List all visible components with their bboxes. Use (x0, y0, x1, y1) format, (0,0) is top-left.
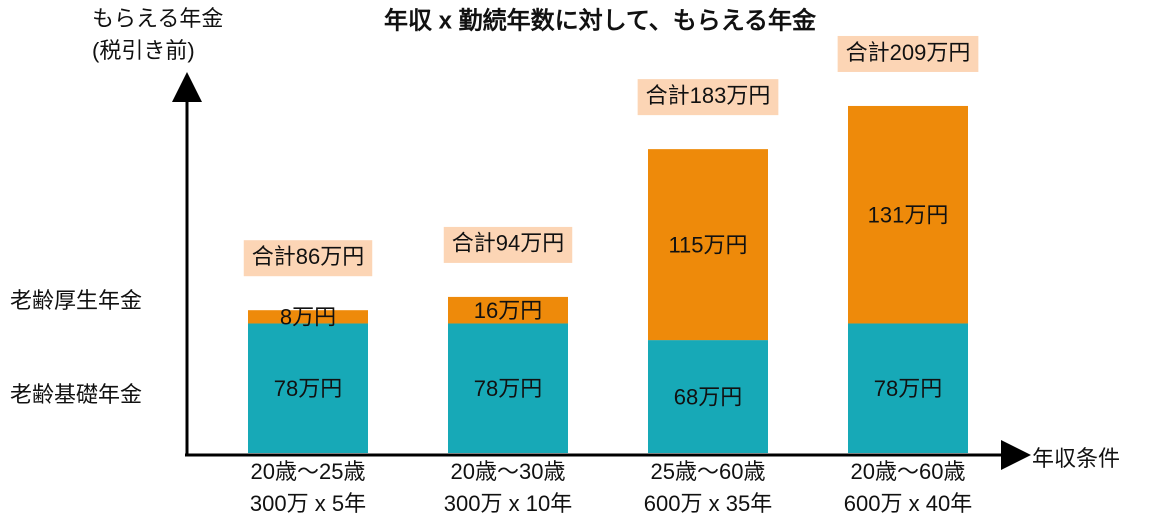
data-label: 131万円 (868, 203, 949, 228)
x-axis-label: 年収条件 (1032, 446, 1120, 471)
total-label: 合計86万円 (252, 244, 364, 269)
data-label: 68万円 (674, 384, 742, 409)
data-label: 8万円 (280, 305, 336, 330)
bar-segment (448, 323, 568, 453)
total-label-box (243, 240, 373, 277)
x-tick-label: 300万 x 10年 (444, 491, 572, 516)
total-label: 合計209万円 (846, 40, 971, 65)
bar-segment (448, 296, 568, 324)
total-label-box (443, 226, 573, 263)
legend-label: 老齢厚生年金 (10, 288, 142, 313)
total-label-box (837, 35, 979, 72)
bar-segment (248, 323, 368, 453)
x-tick-label: 600万 x 35年 (644, 491, 772, 516)
data-label: 115万円 (668, 232, 747, 257)
data-label: 16万円 (474, 298, 542, 323)
bar-segment (648, 149, 768, 341)
x-tick-label: 600万 x 40年 (844, 491, 972, 516)
data-label: 78万円 (874, 376, 942, 401)
x-tick-label: 20歳〜25歳 (251, 459, 366, 484)
bar-segment (848, 105, 968, 324)
x-tick-label: 20歳〜30歳 (451, 459, 566, 484)
chart-title: 年収 x 勤続年数に対して、もらえる年金 (384, 6, 817, 34)
bar-segment (648, 340, 768, 453)
x-tick-label: 300万 x 5年 (250, 491, 366, 516)
total-label: 合計94万円 (452, 231, 564, 256)
data-label: 78万円 (274, 376, 342, 401)
x-tick-label: 20歳〜60歳 (851, 459, 966, 484)
data-label: 78万円 (474, 376, 542, 401)
total-label: 合計183万円 (646, 83, 771, 108)
bar-segment (248, 310, 368, 324)
bar-segment (848, 323, 968, 453)
legend-label: 老齢基礎年金 (10, 382, 142, 407)
x-tick-label: 25歳〜60歳 (651, 459, 766, 484)
total-label-box (637, 79, 779, 116)
y-axis-label: もらえる年金 (92, 6, 223, 31)
y-axis-label: (税引き前) (92, 38, 195, 63)
